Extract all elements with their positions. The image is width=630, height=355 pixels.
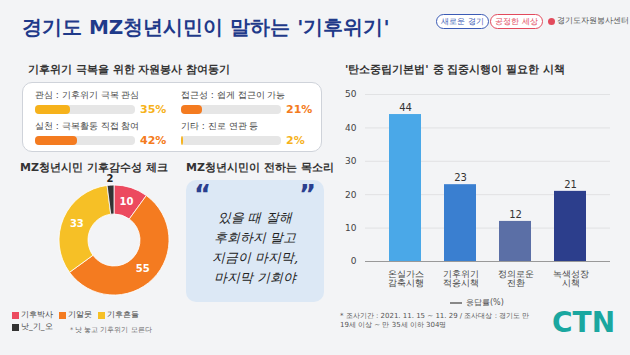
html-text:* 낫 놓고 기후위기 모른다: * 낫 놓고 기후위기 모른다 xyxy=(70,326,152,334)
svg-text:0: 0 xyxy=(351,256,357,266)
html-text:지금이 마지막,: 지금이 마지막, xyxy=(211,250,299,265)
html-text:기후흔들: 기후흔들 xyxy=(107,310,139,319)
html-text:경기도자원봉사센터: 경기도자원봉사센터 xyxy=(557,16,629,25)
svg-text:20: 20 xyxy=(345,190,357,200)
html-text:후회하지 말고: 후회하지 말고 xyxy=(213,230,297,245)
html-text:응답률(%): 응답률(%) xyxy=(466,298,504,307)
svg-text:온실가스감축시행: 온실가스감축시행 xyxy=(388,269,424,288)
svg-text:12: 12 xyxy=(509,209,522,220)
html-text:마지막 기회야: 마지막 기회야 xyxy=(213,270,297,285)
html-text:공정한 세상: 공정한 세상 xyxy=(495,17,538,26)
html-text:기타 : 진로 연관 등: 기타 : 진로 연관 등 xyxy=(181,121,259,131)
html-text:CTN: CTN xyxy=(552,306,616,339)
svg-text:10: 10 xyxy=(120,196,134,207)
html-text:* 조사기간 : 2021. 11. 15 ~ 11. 29: * 조사기간 : 2021. 11. 15 ~ 11. 29 / 조사대상 : … xyxy=(340,312,530,329)
html-text:MZ청년시민 기후감수성 체크: MZ청년시민 기후감수성 체크 xyxy=(20,161,168,174)
svg-text:33: 33 xyxy=(70,218,84,229)
html-text:낫_기_오: 낫_기_오 xyxy=(21,322,53,331)
svg-text:50: 50 xyxy=(345,89,357,99)
svg-text:2: 2 xyxy=(107,174,114,184)
html-text:MZ청년시민이 전하는 목소리: MZ청년시민이 전하는 목소리 xyxy=(186,161,334,174)
svg-text:23: 23 xyxy=(454,172,467,183)
html-text:있을 때 잘해: 있을 때 잘해 xyxy=(218,210,292,225)
svg-text:10: 10 xyxy=(345,223,357,233)
svg-text:기후위기적응시책: 기후위기적응시책 xyxy=(443,269,479,288)
svg-text:30: 30 xyxy=(345,156,357,166)
html-text:'탄소중립기본법' 중 집중시행이 필요한 시책: '탄소중립기본법' 중 집중시행이 필요한 시책 xyxy=(345,63,566,76)
svg-text:40: 40 xyxy=(345,123,357,133)
svg-text:55: 55 xyxy=(136,263,150,274)
svg-text:정의로운전환: 정의로운전환 xyxy=(498,269,534,288)
svg-text:녹색성장시책: 녹색성장시책 xyxy=(553,269,589,288)
html-text:21%: 21% xyxy=(286,103,313,116)
html-text:관심 : 기후위기 극복 관심: 관심 : 기후위기 극복 관심 xyxy=(35,90,140,100)
html-text:실천 : 극복활동 직접 참여: 실천 : 극복활동 직접 참여 xyxy=(35,121,140,131)
html-text:기후위기 극복을 위한 자원봉사 참여동기: 기후위기 극복을 위한 자원봉사 참여동기 xyxy=(28,63,231,76)
html-text:경기도 MZ청년시민이 말하는 '기후위기': 경기도 MZ청년시민이 말하는 '기후위기' xyxy=(22,15,390,39)
svg-text:44: 44 xyxy=(399,102,412,113)
html-text:2%: 2% xyxy=(286,134,305,147)
html-text:42%: 42% xyxy=(140,134,167,147)
svg-text:21: 21 xyxy=(564,179,577,190)
html-text:기알못: 기알못 xyxy=(68,310,92,319)
html-text:접근성 : 쉽게 접근이 가능: 접근성 : 쉽게 접근이 가능 xyxy=(181,90,286,100)
html-text:새로운 경기: 새로운 경기 xyxy=(441,17,484,26)
html-text:35%: 35% xyxy=(140,103,167,116)
html-text:기후박사: 기후박사 xyxy=(21,310,53,319)
